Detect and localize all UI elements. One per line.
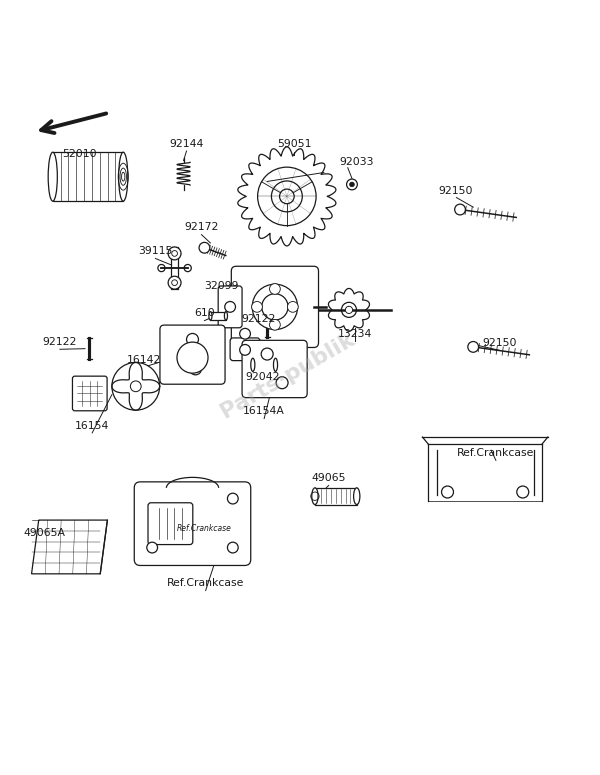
- Text: 13234: 13234: [338, 329, 372, 339]
- Bar: [211, 312, 226, 320]
- Circle shape: [177, 342, 208, 374]
- FancyBboxPatch shape: [53, 152, 123, 202]
- Text: 32099: 32099: [204, 281, 238, 291]
- Text: 49065: 49065: [311, 473, 346, 483]
- Circle shape: [130, 381, 141, 391]
- Text: 16142: 16142: [127, 355, 161, 365]
- Circle shape: [269, 319, 280, 330]
- Circle shape: [261, 348, 273, 360]
- Circle shape: [184, 264, 191, 272]
- Text: 92172: 92172: [184, 222, 218, 232]
- Ellipse shape: [353, 487, 360, 505]
- Text: 59051: 59051: [277, 139, 311, 149]
- Bar: [253, 358, 275, 371]
- Text: Ref.Crankcase: Ref.Crankcase: [457, 448, 535, 458]
- Circle shape: [251, 301, 262, 312]
- Text: 92150: 92150: [438, 187, 473, 196]
- Text: 49065A: 49065A: [23, 528, 65, 538]
- Circle shape: [168, 276, 181, 289]
- Circle shape: [227, 493, 238, 504]
- Text: 39115: 39115: [138, 246, 173, 256]
- Text: Ref.Crankcase: Ref.Crankcase: [177, 524, 232, 533]
- Circle shape: [276, 377, 288, 389]
- Bar: [171, 247, 178, 289]
- Ellipse shape: [274, 358, 278, 371]
- Text: 92144: 92144: [169, 139, 204, 149]
- Circle shape: [239, 329, 250, 339]
- Circle shape: [347, 179, 358, 190]
- Circle shape: [442, 486, 454, 498]
- Text: 16154: 16154: [75, 421, 109, 430]
- Circle shape: [455, 204, 466, 215]
- Ellipse shape: [48, 152, 58, 202]
- Circle shape: [112, 363, 160, 410]
- Circle shape: [350, 182, 355, 187]
- FancyBboxPatch shape: [230, 338, 260, 360]
- Text: 92122: 92122: [241, 314, 275, 324]
- FancyBboxPatch shape: [218, 286, 242, 328]
- Circle shape: [147, 542, 158, 553]
- Text: 52010: 52010: [62, 149, 97, 159]
- Ellipse shape: [312, 487, 318, 505]
- Text: 92042: 92042: [246, 371, 280, 381]
- Circle shape: [262, 294, 288, 320]
- Circle shape: [158, 264, 165, 272]
- Circle shape: [190, 363, 202, 375]
- Text: Parts·publik: Parts·publik: [217, 329, 359, 422]
- Circle shape: [239, 345, 250, 355]
- Circle shape: [168, 247, 181, 260]
- Bar: [315, 487, 357, 505]
- Circle shape: [346, 306, 353, 313]
- Text: 92150: 92150: [483, 338, 517, 348]
- Text: Ref.Crankcase: Ref.Crankcase: [167, 578, 244, 588]
- Circle shape: [269, 284, 280, 294]
- Ellipse shape: [224, 312, 227, 320]
- Ellipse shape: [209, 312, 212, 320]
- Circle shape: [252, 284, 298, 329]
- Polygon shape: [32, 520, 107, 573]
- Ellipse shape: [251, 358, 255, 371]
- Circle shape: [225, 301, 235, 312]
- FancyBboxPatch shape: [73, 376, 107, 411]
- Circle shape: [517, 486, 529, 498]
- FancyBboxPatch shape: [232, 267, 319, 347]
- Text: 610: 610: [194, 308, 215, 319]
- FancyBboxPatch shape: [160, 325, 225, 384]
- Ellipse shape: [119, 152, 128, 202]
- Text: 92122: 92122: [43, 337, 77, 347]
- FancyBboxPatch shape: [242, 340, 307, 398]
- Text: 92033: 92033: [340, 157, 374, 167]
- Circle shape: [187, 333, 199, 346]
- Circle shape: [199, 243, 210, 253]
- Text: 16154A: 16154A: [243, 406, 285, 416]
- FancyBboxPatch shape: [148, 503, 193, 545]
- Circle shape: [468, 342, 479, 353]
- FancyBboxPatch shape: [134, 482, 251, 566]
- Circle shape: [287, 301, 298, 312]
- Circle shape: [227, 542, 238, 553]
